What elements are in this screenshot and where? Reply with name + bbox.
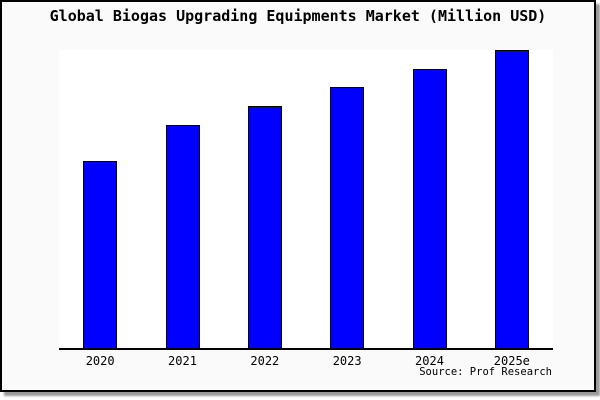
bar-2022 (247, 105, 282, 348)
x-tick-label-2020: 2020 (85, 354, 115, 368)
x-tick-label-2023: 2023 (332, 354, 362, 368)
chart-figure: Global Biogas Upgrading Equipments Marke… (0, 0, 596, 392)
x-tick-label-2024: 2024 (415, 354, 444, 368)
x-tick-label-2021: 2021 (168, 354, 197, 368)
bar-2024 (412, 68, 447, 348)
bar-2020 (83, 161, 118, 348)
x-tick-label-2025e: 2025e (493, 354, 530, 368)
bar-2025e (494, 50, 529, 348)
source-credit: Source: Prof Research (419, 366, 552, 378)
bar-2021 (165, 124, 200, 348)
bar-2023 (330, 86, 365, 348)
chart-title: Global Biogas Upgrading Equipments Marke… (49, 7, 547, 25)
x-tick-label-2022: 2022 (250, 354, 280, 368)
plot-area: 2020 2021 2022 2023 2024 2025e (59, 50, 553, 368)
